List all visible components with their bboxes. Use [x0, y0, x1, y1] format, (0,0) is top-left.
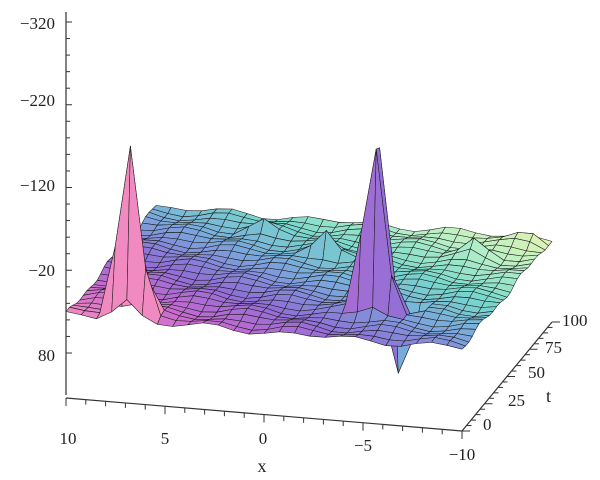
t-tick-label: 25 [508, 391, 525, 410]
x-tick-label: 10 [60, 429, 77, 448]
z-tick-label: 80 [38, 346, 55, 365]
z-tick-label: −220 [20, 91, 55, 110]
axes: −320 −220 −120 −20 80 10 5 0 −5 −10 x 0 … [20, 12, 588, 476]
t-tick-label: 100 [562, 311, 588, 330]
t-axis-title: t [546, 386, 551, 406]
t-tick-label: 50 [528, 363, 545, 382]
z-tick-label: −320 [20, 14, 55, 33]
x-tick-label: 0 [259, 429, 268, 448]
z-tick-label: −20 [28, 261, 55, 280]
z-tick-label: −120 [20, 176, 55, 195]
surface-mesh [65, 145, 553, 374]
x-tick-label: −10 [449, 445, 476, 464]
surface-patch [446, 340, 466, 350]
x-tick-label: 5 [161, 429, 170, 448]
t-tick-label: 75 [545, 338, 562, 357]
surface-patch [172, 320, 192, 327]
surface-patch [460, 323, 480, 330]
x-tick-label: −5 [354, 436, 372, 455]
t-tick-label: 0 [483, 415, 492, 434]
surface-patch [463, 319, 484, 324]
surface-patch [472, 232, 492, 239]
x-axis-title: x [258, 456, 267, 476]
